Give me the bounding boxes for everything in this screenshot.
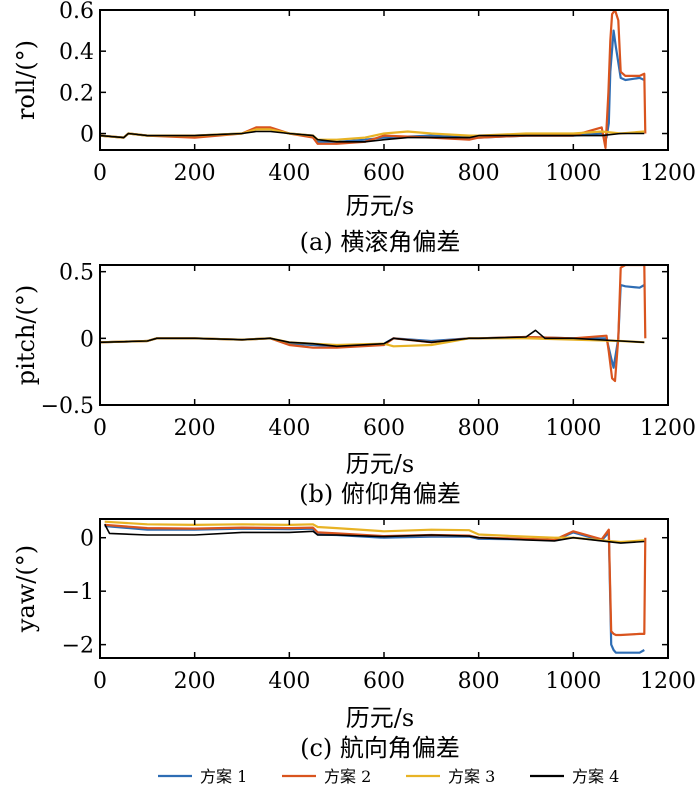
plot-frame <box>99 264 669 406</box>
x-tick-label: 600 <box>363 416 405 441</box>
chart-panel-3: 0 200 400 600 800 1000 1200 −2 −1 0 yaw/(°) 历元/s(c)… <box>12 518 696 762</box>
y-axis-title: yaw/(°) <box>12 545 40 633</box>
x-tick-label: 200 <box>174 669 216 694</box>
panels: 0 200 400 600 800 1000 1200 0 0.2 0.4 0.6 roll/(°) 历… <box>12 0 696 762</box>
series-line-1 <box>100 29 645 143</box>
legend-item-2: 方案 2 <box>282 767 371 786</box>
x-tick-label: 600 <box>363 161 405 186</box>
y-tick-label: 0.2 <box>59 81 94 106</box>
legend-item-3: 方案 3 <box>406 767 495 786</box>
series-line-1 <box>100 283 645 369</box>
panel-caption: (b) 俯仰角偏差 <box>299 480 461 508</box>
y-tick-label: −2 <box>62 634 94 659</box>
x-tick-label: 800 <box>458 669 500 694</box>
x-tick-label: 1000 <box>545 161 601 186</box>
x-tick-label: 0 <box>93 161 107 186</box>
y-tick-label: 0.4 <box>59 40 94 65</box>
x-tick-label: 0 <box>93 416 107 441</box>
legend-label: 方案 2 <box>324 767 371 786</box>
series-line-4 <box>100 130 645 143</box>
legend-label: 方案 4 <box>572 767 619 786</box>
series-line-2 <box>104 523 647 637</box>
series-group <box>100 10 647 149</box>
y-tick-label: 0 <box>80 527 94 552</box>
y-tick-label: −0.5 <box>41 394 94 419</box>
series-group <box>100 265 647 383</box>
x-tick-label: 1200 <box>640 416 696 441</box>
x-tick-label: 400 <box>268 416 310 441</box>
x-tick-label: 800 <box>458 416 500 441</box>
x-axis-title: 历元/s <box>346 450 414 478</box>
x-tick-label: 1000 <box>545 416 601 441</box>
x-tick-label: 0 <box>93 669 107 694</box>
y-tick-label: 0 <box>80 123 94 148</box>
x-tick-label: 800 <box>458 161 500 186</box>
panel-caption: (c) 航向角偏差 <box>300 734 460 762</box>
series-line-1 <box>104 524 645 654</box>
x-axis-title: 历元/s <box>346 704 414 732</box>
panel-caption: (a) 横滚角偏差 <box>300 228 461 256</box>
series-line-4 <box>100 329 645 348</box>
legend-label: 方案 1 <box>200 767 247 786</box>
legend-item-1: 方案 1 <box>158 767 247 786</box>
legend: 方案 1 方案 2 方案 3 方案 4 <box>158 767 619 786</box>
y-tick-label: −1 <box>62 580 94 605</box>
x-tick-label: 1200 <box>640 669 696 694</box>
y-tick-label: 0.5 <box>59 261 94 286</box>
series-line-4 <box>103 523 645 544</box>
x-tick-label: 200 <box>174 161 216 186</box>
x-tick-label: 1200 <box>640 161 696 186</box>
y-axis-title: roll/(°) <box>12 40 40 120</box>
series-line-2 <box>100 10 647 149</box>
x-tick-label: 200 <box>174 416 216 441</box>
x-tick-label: 1000 <box>545 669 601 694</box>
plot-frame <box>99 9 669 151</box>
y-tick-label: 0.6 <box>59 0 94 24</box>
legend-item-4: 方案 4 <box>530 767 619 786</box>
legend-label: 方案 3 <box>448 767 495 786</box>
plot-frame <box>99 518 669 659</box>
y-tick-label: 0 <box>80 327 94 352</box>
series-line-2 <box>100 265 647 383</box>
chart-panel-1: 0 200 400 600 800 1000 1200 0 0.2 0.4 0.6 roll/(°) 历… <box>12 0 696 256</box>
chart-panel-2: 0 200 400 600 800 1000 1200−0.500.5pitch/(°)历元… <box>12 261 696 508</box>
y-axis-title: pitch/(°) <box>12 285 40 385</box>
x-axis-title: 历元/s <box>346 192 414 220</box>
x-tick-label: 400 <box>268 669 310 694</box>
series-group <box>103 520 647 654</box>
x-tick-label: 600 <box>363 669 405 694</box>
x-tick-label: 400 <box>268 161 310 186</box>
